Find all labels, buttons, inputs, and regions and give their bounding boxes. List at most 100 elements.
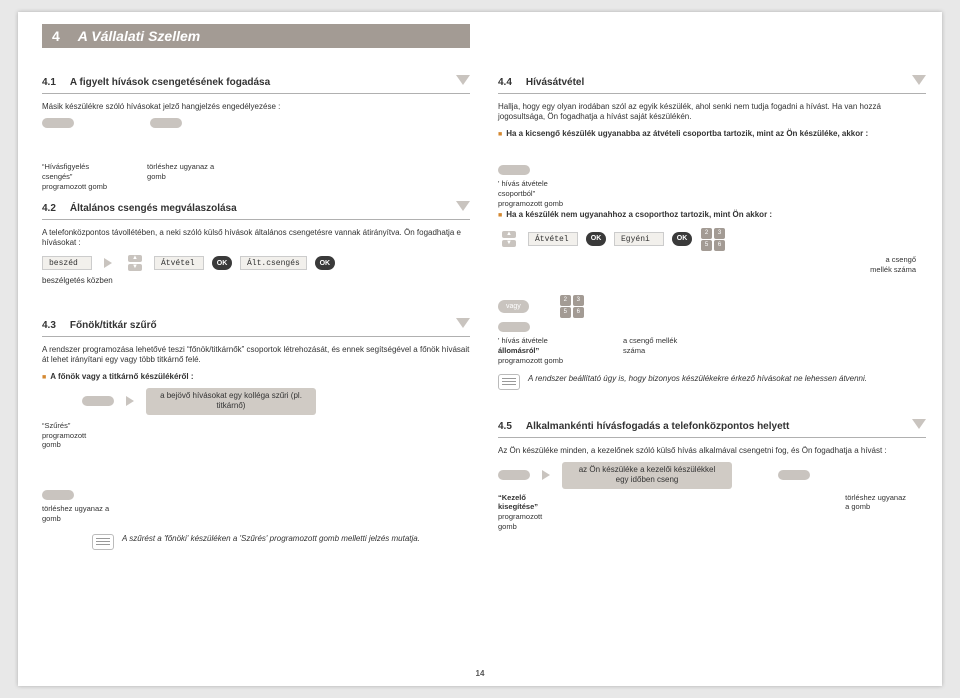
section-4-5-body: Az Ön készüléke minden, a kezelőnek szól… xyxy=(498,446,926,456)
lcd-display: Ált.csengés xyxy=(240,256,307,270)
section-4-3-head: 4.3 Főnök/titkár szűrő xyxy=(42,315,470,337)
section-num: 4.4 xyxy=(498,76,512,89)
chevron-down-icon xyxy=(456,318,470,328)
ok-button[interactable]: OK xyxy=(672,232,692,246)
page: 4 A Vállalati Szellem 4.1 A figyelt hívá… xyxy=(18,12,942,686)
button-row xyxy=(498,165,926,175)
section-title: Általános csengés megválaszolása xyxy=(70,202,237,215)
ok-button[interactable]: OK xyxy=(315,256,335,270)
label: törléshez ugyanaz a xyxy=(147,162,214,172)
section-4-4-head: 4.4 Hívásátvétel xyxy=(498,72,926,94)
chapter-number: 4 xyxy=(42,28,70,44)
prog-button-icon xyxy=(42,118,74,128)
prog-button-icon xyxy=(498,165,530,175)
nav-up-down-icon: ▲▼ xyxy=(502,230,516,248)
lcd-display: Átvétel xyxy=(154,256,204,270)
label: ' hívás átvétele xyxy=(498,179,926,189)
label: programozott gomb xyxy=(498,356,563,366)
label: a csengő xyxy=(498,255,916,265)
label: száma xyxy=(623,346,677,356)
chevron-down-icon xyxy=(912,75,926,85)
bold-line: Ha a kicsengő készülék ugyanabba az átvé… xyxy=(498,129,926,139)
ok-button[interactable]: OK xyxy=(212,256,232,270)
button-row xyxy=(498,322,926,332)
section-title: Alkalmankénti hívásfogadás a telefonközp… xyxy=(526,420,789,433)
label: beszélgetés közben xyxy=(42,276,470,286)
label: a gomb xyxy=(845,502,906,512)
prog-button-icon xyxy=(498,322,530,332)
section-num: 4.2 xyxy=(42,202,56,215)
or-pill: vagy xyxy=(498,300,529,313)
flow-row: az Ön készüléke a kezelői készülékkel eg… xyxy=(498,462,926,489)
chapter-bar: 4 A Vállalati Szellem xyxy=(42,24,470,48)
keypad-icon: 23 56 xyxy=(559,294,585,318)
arrow-right-icon xyxy=(542,470,550,480)
label: kisegítése” xyxy=(498,502,542,512)
prog-button-icon xyxy=(150,118,182,128)
label: “Hívásfigyelés xyxy=(42,162,107,172)
chevron-down-icon xyxy=(912,419,926,429)
note-icon xyxy=(498,374,520,390)
label: törléshez ugyanaz a xyxy=(42,504,470,514)
lcd-display: Egyéni xyxy=(614,232,664,246)
label: gomb xyxy=(147,172,214,182)
section-title: Hívásátvétel xyxy=(526,76,584,89)
vagy-row: vagy 23 56 xyxy=(498,294,926,318)
note-text: A szűrést a 'főnöki' készüléken a 'Szűré… xyxy=(122,534,470,544)
bold-line: Ha a készülék nem ugyanahhoz a csoportho… xyxy=(498,210,926,220)
label: csoportból” xyxy=(498,189,926,199)
note-text: A rendszer beállítató úgy is, hogy bizon… xyxy=(528,374,926,384)
lcd-display: beszéd xyxy=(42,256,92,270)
page-number: 14 xyxy=(18,669,942,678)
label: “Szűrés” xyxy=(42,421,470,431)
flow-row: a bejövő hívásokat egy kolléga szűri (pl… xyxy=(82,388,470,415)
note-icon xyxy=(92,534,114,550)
ok-button[interactable]: OK xyxy=(586,232,606,246)
prog-button-icon xyxy=(498,470,530,480)
prog-button-icon xyxy=(82,396,114,406)
chapter-title: A Vállalati Szellem xyxy=(70,28,200,44)
label: gomb xyxy=(42,514,470,524)
arrow-right-icon xyxy=(104,258,112,268)
label: a csengő mellék xyxy=(623,336,677,346)
prog-button-icon xyxy=(778,470,810,480)
section-4-4-body: Hallja, hogy egy olyan irodában szól az … xyxy=(498,102,926,123)
label: “Kezelő xyxy=(498,493,542,503)
section-4-1-head: 4.1 A figyelt hívások csengetésének foga… xyxy=(42,72,470,94)
note: A szűrést a 'főnöki' készüléken a 'Szűré… xyxy=(92,534,470,550)
hivasfigyeles-block: “Hívásfigyelés csengés” programozott gom… xyxy=(42,162,470,191)
section-title: A figyelt hívások csengetésének fogadása xyxy=(70,76,270,89)
label: programozott xyxy=(42,431,470,441)
section-title: Főnök/titkár szűrő xyxy=(70,319,157,332)
label: programozott gomb xyxy=(42,182,107,192)
chevron-down-icon xyxy=(456,75,470,85)
label: ' hívás átvétele xyxy=(498,336,563,346)
section-4-1-body: Másik készülékre szóló hívásokat jelző h… xyxy=(42,102,470,112)
keypad-icon: 23 56 xyxy=(700,227,726,251)
prog-button-icon xyxy=(42,490,74,500)
label: mellék száma xyxy=(498,265,916,275)
section-4-2-head: 4.2 Általános csengés megválaszolása xyxy=(42,198,470,220)
button-row xyxy=(42,118,470,128)
left-column: 4.1 A figyelt hívások csengetésének foga… xyxy=(42,72,470,556)
label: csengés” xyxy=(42,172,107,182)
section-num: 4.3 xyxy=(42,319,56,332)
bold-line: A főnök vagy a titkárnő készülékéről : xyxy=(42,372,470,382)
lcd-row: beszéd ▲▼ Átvétel OK Ált.csengés OK xyxy=(42,254,470,272)
label: programozott xyxy=(498,512,542,522)
label: állomásról” xyxy=(498,346,563,356)
right-column: 4.4 Hívásátvétel Hallja, hogy egy olyan … xyxy=(498,72,926,532)
button-row xyxy=(42,490,470,500)
chevron-down-icon xyxy=(456,201,470,211)
section-num: 4.5 xyxy=(498,420,512,433)
section-4-2-body: A telefonközpontos távollétében, a neki … xyxy=(42,228,470,249)
lcd-display: Átvétel xyxy=(528,232,578,246)
label: törléshez ugyanaz xyxy=(845,493,906,503)
label: programozott gomb xyxy=(498,199,926,209)
label: gomb xyxy=(498,522,542,532)
arrow-right-icon xyxy=(126,396,134,406)
section-num: 4.1 xyxy=(42,76,56,89)
action-box: a bejövő hívásokat egy kolléga szűri (pl… xyxy=(146,388,316,415)
lcd-row: ▲▼ Átvétel OK Egyéni OK 23 56 xyxy=(498,227,926,251)
label: gomb xyxy=(42,440,470,450)
